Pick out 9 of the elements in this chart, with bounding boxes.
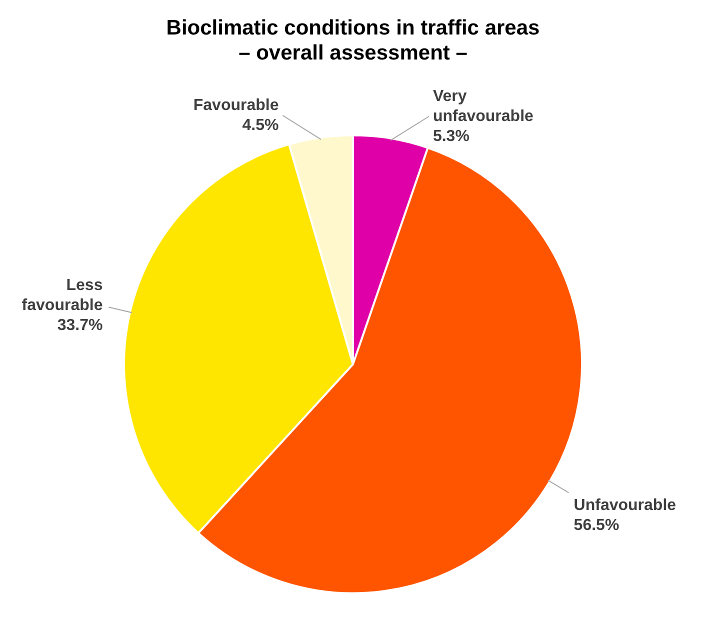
data-label: 56.5%	[574, 517, 620, 534]
slice-label: Unfavourable	[574, 497, 676, 514]
data-label: 4.5%	[242, 116, 279, 134]
slice-label: Favourable	[193, 96, 279, 114]
data-label: 5.3%	[432, 128, 470, 145]
chart-title: Bioclimatic conditions in traffic areas – overall assessment –	[166, 16, 540, 65]
slice-label: Very unfavourable	[432, 88, 534, 125]
data-label: 33.7%	[57, 317, 103, 334]
slice-label: Less favourable	[22, 277, 103, 314]
